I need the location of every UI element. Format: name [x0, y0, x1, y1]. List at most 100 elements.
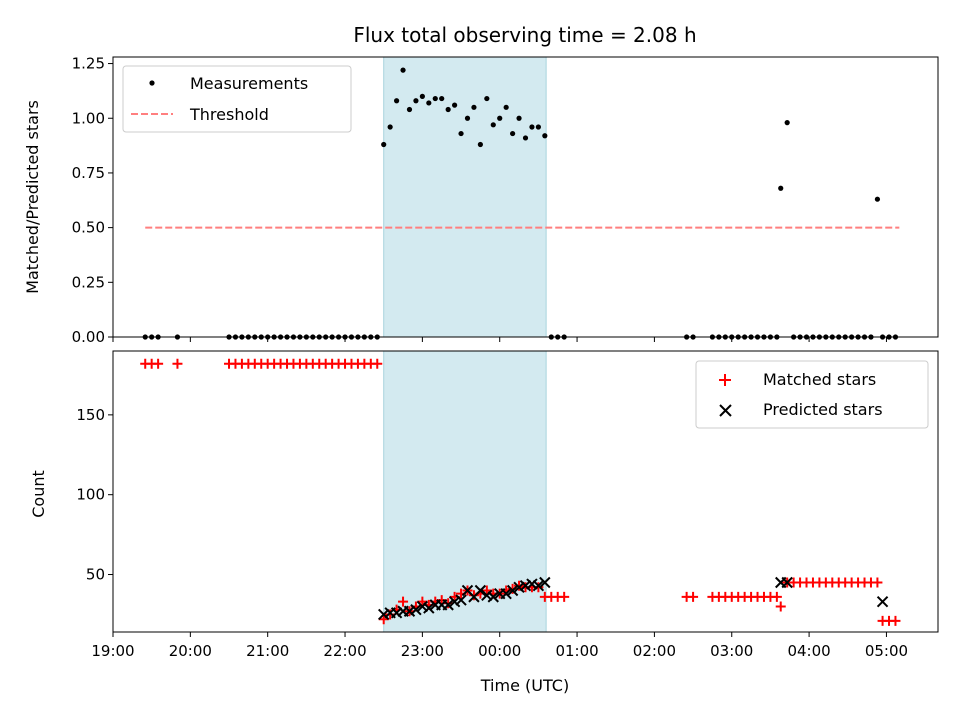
- top-x-ticks: [112, 337, 887, 342]
- measurement-point: [503, 104, 509, 110]
- legend-matched-marker: [719, 374, 731, 386]
- measurement-point: [778, 185, 784, 191]
- measurement-point: [510, 130, 516, 137]
- bottom-matched-points: [140, 358, 901, 626]
- top-y-axis-label: Matched/Predicted stars: [23, 100, 42, 294]
- measurement-point: [406, 106, 413, 113]
- predicted-star-point: [500, 587, 512, 600]
- matched-star-point: [385, 609, 396, 620]
- matched-star-point: [559, 591, 570, 602]
- measurement-point: [516, 115, 522, 121]
- x-tick-label: 04:00: [787, 642, 830, 660]
- y-tick-label: 0.25: [72, 273, 105, 291]
- matched-star-point: [378, 614, 389, 625]
- top-shaded-interval: [383, 56, 547, 338]
- legend-predicted-label: Predicted stars: [763, 400, 883, 419]
- measurement-point: [535, 124, 541, 130]
- measurement-point: [452, 102, 458, 108]
- measurement-point: [484, 95, 490, 102]
- top-legend: Measurements Threshold: [122, 65, 352, 133]
- measurement-point: [432, 95, 438, 102]
- matched-star-point: [771, 591, 782, 602]
- bottom-plot-frame: [112, 350, 939, 633]
- x-tick-label: 01:00: [555, 642, 598, 660]
- measurement-point: [426, 100, 432, 106]
- y-tick-label: 100: [76, 486, 105, 504]
- matched-star-point: [890, 615, 901, 626]
- predicted-star-point: [539, 576, 551, 589]
- predicted-star-point: [487, 591, 499, 603]
- bottom-legend: Matched stars Predicted stars: [695, 360, 929, 429]
- y-tick-label: 0.75: [72, 164, 105, 182]
- x-tick-label: 23:00: [401, 642, 444, 660]
- matched-star-point: [172, 358, 183, 369]
- legend-measurements-label: Measurements: [190, 74, 308, 93]
- bottom-y-ticks: 50 100 150: [76, 406, 113, 584]
- top-plot-frame: [112, 56, 939, 338]
- top-measurement-points: [142, 67, 899, 340]
- matched-star-point: [872, 577, 883, 588]
- top-legend-box: [122, 65, 352, 133]
- measurement-point: [464, 115, 471, 121]
- legend-measurements-marker: [149, 80, 155, 86]
- measurement-point: [490, 122, 496, 128]
- x-tick-label: 05:00: [865, 642, 908, 660]
- legend-matched-label: Matched stars: [763, 370, 876, 389]
- measurement-point: [542, 133, 548, 139]
- x-tick-label: 20:00: [169, 642, 212, 660]
- matched-star-point: [775, 601, 786, 612]
- predicted-star-point: [506, 584, 519, 597]
- bottom-y-axis-label: Count: [29, 470, 48, 518]
- measurement-point: [529, 124, 535, 130]
- predicted-star-point: [410, 603, 422, 616]
- y-tick-label: 150: [76, 406, 105, 424]
- bottom-predicted-points: [377, 576, 889, 621]
- measurement-point: [381, 141, 387, 148]
- y-tick-label: 1.25: [72, 55, 105, 73]
- matched-star-point: [398, 596, 409, 607]
- legend-predicted-marker: [719, 404, 732, 417]
- matched-star-point: [372, 358, 383, 369]
- x-tick-label: 19:00: [91, 642, 134, 660]
- measurement-point: [387, 124, 393, 130]
- predicted-star-point: [474, 584, 487, 597]
- measurement-point: [497, 115, 503, 121]
- measurement-point: [471, 104, 477, 110]
- measurement-point: [477, 141, 483, 148]
- y-tick-label: 0.00: [72, 328, 105, 346]
- predicted-star-point: [532, 579, 545, 592]
- legend-threshold-label: Threshold: [189, 105, 269, 124]
- top-y-ticks: 0.00 0.25 0.50 0.75 1.00 1.25: [72, 55, 113, 346]
- matched-star-point: [688, 591, 699, 602]
- chart-title: Flux total observing time = 2.08 h: [353, 23, 696, 47]
- predicted-star-point: [781, 576, 793, 589]
- matched-star-point: [468, 590, 479, 601]
- x-tick-label: 00:00: [478, 642, 521, 660]
- measurement-point: [445, 106, 451, 113]
- measurement-point: [400, 67, 406, 73]
- measurement-point: [393, 98, 400, 104]
- matched-star-point: [514, 580, 525, 591]
- matched-star-point: [507, 583, 518, 594]
- matched-star-point: [481, 585, 492, 596]
- measurement-point: [458, 130, 464, 137]
- predicted-star-point: [876, 595, 889, 608]
- y-tick-label: 0.50: [72, 219, 105, 237]
- predicted-star-point: [423, 602, 435, 614]
- predicted-star-point: [455, 594, 467, 606]
- y-tick-label: 1.00: [72, 109, 105, 127]
- measurement-point: [413, 98, 419, 104]
- x-tick-label: 02:00: [633, 642, 676, 660]
- matched-star-point: [443, 598, 454, 609]
- bottom-x-ticks: 19:00 20:00 21:00 22:00 23:00 00:00 01:00 02:00…: [91, 632, 908, 660]
- predicted-star-point: [442, 599, 454, 611]
- top-panel: 0.00 0.25 0.50 0.75 1.00 1.25 Matched/Predict…: [23, 55, 939, 346]
- matched-star-point: [417, 596, 428, 607]
- bottom-legend-box: [695, 360, 929, 429]
- bottom-x-axis-label: Time (UTC): [480, 676, 569, 695]
- matched-star-point: [436, 595, 447, 606]
- measurement-point: [784, 120, 790, 126]
- measurement-point: [439, 95, 445, 102]
- matched-star-point: [153, 358, 164, 369]
